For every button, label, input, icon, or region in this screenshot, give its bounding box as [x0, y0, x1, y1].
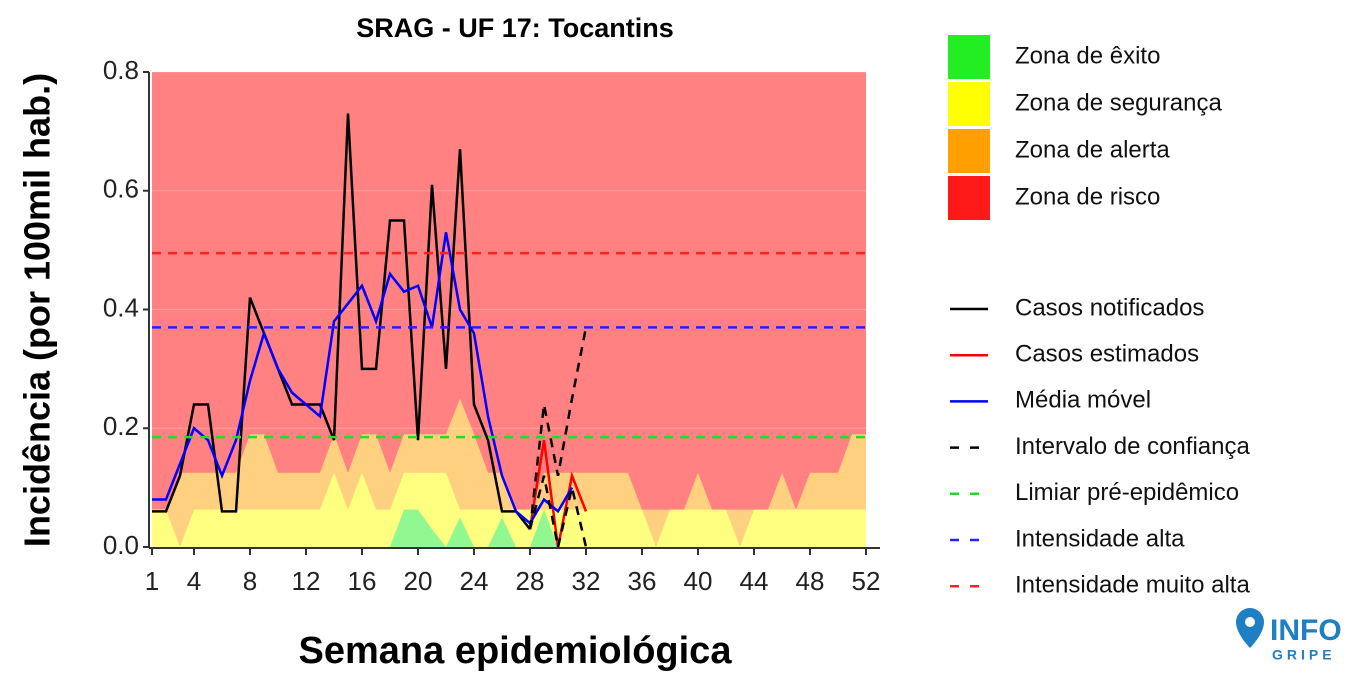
x-tick-label: 28 — [516, 566, 545, 596]
x-tick-label: 24 — [460, 566, 489, 596]
chart-title: SRAG - UF 17: Tocantins — [356, 13, 674, 43]
x-tick-label: 48 — [796, 566, 825, 596]
legend-label: Média móvel — [1015, 387, 1151, 414]
x-tick-label: 16 — [348, 566, 377, 596]
legend-swatch — [948, 82, 990, 126]
legend-label: Zona de segurança — [1015, 89, 1222, 116]
legend-label: Limiar pré-epidêmico — [1015, 479, 1239, 506]
ci-upper-line — [528, 327, 588, 530]
legend-label: Intervalo de confiança — [1015, 433, 1250, 460]
series-line — [152, 232, 574, 526]
legend-swatch — [948, 35, 990, 79]
legend-label: Zona de risco — [1015, 183, 1160, 210]
legend-swatch — [948, 129, 990, 173]
legend-label: Zona de êxito — [1015, 42, 1160, 69]
logo-subtext: GRIPE — [1272, 647, 1336, 663]
legend-label: Intensidade alta — [1015, 525, 1185, 552]
x-tick-label: 52 — [852, 566, 881, 596]
x-tick-label: 8 — [243, 566, 257, 596]
legend-swatch — [948, 176, 990, 220]
y-tick-label: 0.6 — [103, 174, 139, 204]
logo-pin — [1236, 608, 1264, 648]
ci-lower-line — [528, 475, 588, 548]
legend-label: Casos notificados — [1015, 294, 1204, 321]
y-tick-label: 0.8 — [103, 55, 139, 85]
x-tick-label: 4 — [187, 566, 201, 596]
x-tick-label: 20 — [404, 566, 433, 596]
legend-label: Zona de alerta — [1015, 136, 1170, 163]
y-tick-label: 0.0 — [103, 530, 139, 560]
x-tick-label: 1 — [145, 566, 159, 596]
x-axis-title: Semana epidemiológica — [299, 630, 733, 672]
zone-area — [152, 472, 866, 547]
legend-label: Casos estimados — [1015, 341, 1199, 368]
x-tick-label: 36 — [628, 566, 657, 596]
x-tick-label: 32 — [572, 566, 601, 596]
logo: INFO GRIPE — [1236, 608, 1342, 663]
x-tick-label: 12 — [292, 566, 321, 596]
y-tick-label: 0.2 — [103, 411, 139, 441]
y-axis-title: Incidência (por 100mil hab.) — [17, 73, 58, 547]
x-tick-label: 40 — [684, 566, 713, 596]
logo-text: INFO — [1270, 614, 1342, 647]
legend-label: Intensidade muito alta — [1015, 572, 1250, 599]
x-tick-label: 44 — [740, 566, 769, 596]
logo-pin-hole — [1245, 617, 1255, 627]
y-tick-label: 0.4 — [103, 292, 139, 322]
zone-area — [152, 509, 866, 547]
